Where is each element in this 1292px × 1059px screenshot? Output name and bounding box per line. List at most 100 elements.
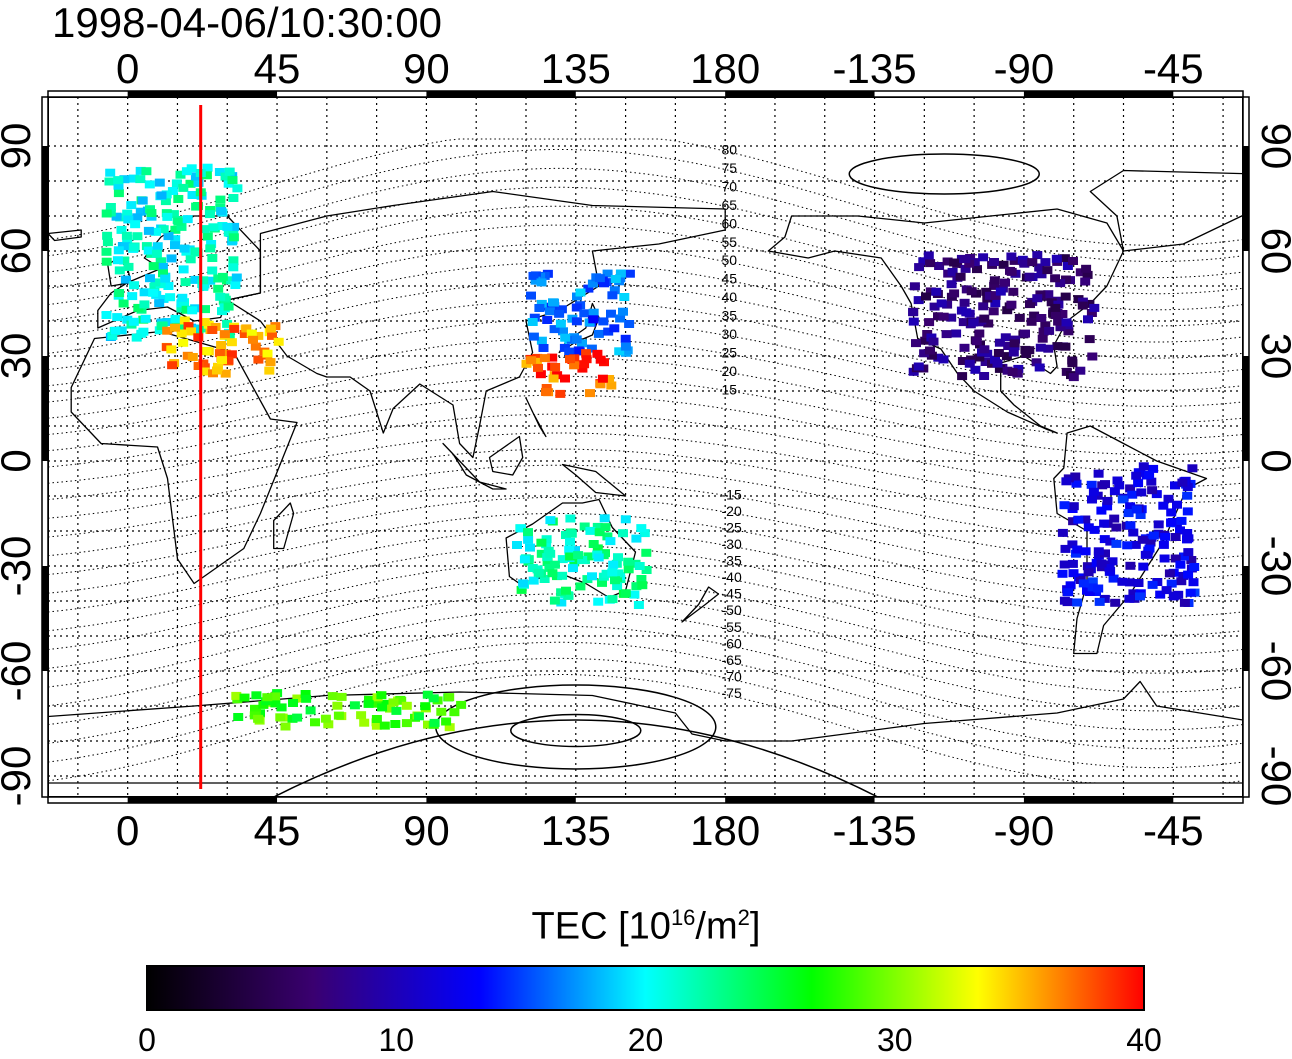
tec-cell	[960, 264, 971, 273]
magnetic-latitude-label: 35	[722, 308, 738, 324]
tec-cell	[1034, 363, 1045, 372]
tec-cell	[1034, 263, 1045, 272]
tec-cell	[149, 283, 160, 291]
magnetic-latitude-label: -50	[722, 602, 742, 618]
tec-cell	[987, 359, 997, 368]
tec-cell	[193, 362, 204, 370]
tec-cell	[187, 306, 198, 315]
lat-tick-label-right: -60	[1253, 641, 1292, 702]
tec-cell	[614, 347, 625, 356]
tec-cell	[566, 529, 577, 538]
tec-cell	[1109, 514, 1120, 523]
tec-cell	[228, 194, 239, 202]
tec-cell	[154, 178, 165, 187]
lon-tick-label-bottom: -90	[994, 807, 1055, 854]
tec-cell	[564, 545, 575, 554]
magnetic-latitude-line	[48, 561, 1243, 655]
tec-cell	[150, 278, 161, 287]
tec-cell	[1093, 469, 1104, 478]
tec-cell	[129, 281, 140, 290]
tec-cell	[984, 291, 995, 300]
tec-cell	[217, 307, 227, 316]
tec-cell	[239, 330, 250, 338]
tec-cell	[157, 262, 168, 271]
tec-cell	[413, 712, 424, 721]
tec-cell	[230, 281, 241, 289]
tec-cell	[1163, 494, 1174, 503]
tec-cell	[536, 538, 547, 547]
tec-cell	[979, 345, 990, 354]
tec-cell	[1094, 597, 1105, 606]
tec-cell	[1093, 551, 1104, 560]
magnetic-latitude-label: 45	[722, 271, 738, 287]
tec-cell	[401, 701, 412, 710]
tec-cell	[629, 590, 640, 599]
tec-cell	[1050, 274, 1061, 283]
tec-cell	[165, 293, 176, 302]
tec-cell	[609, 286, 620, 295]
magnetic-latitude-line	[48, 480, 1243, 561]
tec-cell	[613, 569, 624, 578]
tec-cell	[588, 315, 599, 324]
tec-cell	[170, 323, 180, 332]
tec-cell	[1072, 545, 1083, 554]
tec-cell	[1128, 528, 1139, 537]
colorbar-tick-label: 10	[378, 1022, 415, 1058]
magnetic-latitude-line	[48, 375, 1243, 456]
tec-cell	[573, 551, 584, 560]
tec-cell	[1040, 321, 1051, 330]
magnetic-latitude-label: 25	[722, 344, 738, 360]
magnetic-latitude-label: 70	[722, 178, 738, 194]
tec-cell	[1124, 594, 1135, 603]
tec-cell	[288, 699, 298, 707]
tec-cell	[634, 562, 645, 570]
tec-cell	[114, 289, 125, 297]
tec-cell	[1078, 579, 1089, 588]
tec-cell	[620, 342, 631, 351]
tec-cell	[273, 337, 284, 346]
tec-cell	[1131, 471, 1142, 480]
tec-cell	[371, 699, 382, 708]
tec-cell	[623, 557, 634, 566]
tec-cell	[1100, 480, 1110, 489]
tec-cell	[121, 231, 132, 240]
tec-cell	[545, 549, 556, 558]
tec-cell	[610, 576, 620, 585]
tec-cell	[270, 692, 281, 701]
tec-cell	[530, 276, 541, 285]
tec-cell	[155, 280, 166, 289]
tec-cell	[215, 195, 226, 204]
tec-cell	[928, 337, 939, 346]
lon-tick-label-top: 135	[541, 45, 611, 92]
tec-cell	[178, 265, 189, 274]
tec-cell	[1093, 547, 1104, 556]
tec-cell	[609, 324, 620, 333]
tec-cell	[970, 365, 981, 374]
tec-cell	[1084, 588, 1095, 596]
tec-cell	[1025, 300, 1035, 309]
tec-cell	[1061, 275, 1071, 284]
tec-cell	[568, 564, 578, 573]
tec-cell	[449, 708, 460, 717]
tec-cell	[379, 721, 390, 730]
tec-cell	[908, 308, 919, 317]
tec-cell	[570, 546, 580, 555]
tec-cell	[167, 187, 178, 195]
tec-cell	[979, 314, 990, 323]
tec-cell	[1037, 334, 1048, 343]
tec-cell	[160, 274, 171, 283]
tec-cell	[536, 299, 547, 308]
lat-tick-label-right: 30	[1253, 333, 1292, 380]
tec-cell	[1032, 251, 1043, 260]
tec-cell	[585, 526, 596, 535]
tec-cell	[1060, 342, 1071, 351]
tec-cell	[911, 339, 921, 348]
tec-cell	[1105, 537, 1116, 546]
tec-cell	[1125, 521, 1136, 530]
tec-cell	[102, 238, 113, 247]
tec-cell	[1175, 560, 1186, 569]
tec-cell	[533, 568, 544, 577]
tec-cell	[359, 718, 370, 727]
tec-cell	[624, 320, 635, 328]
lon-tick-label-top: 45	[254, 45, 301, 92]
